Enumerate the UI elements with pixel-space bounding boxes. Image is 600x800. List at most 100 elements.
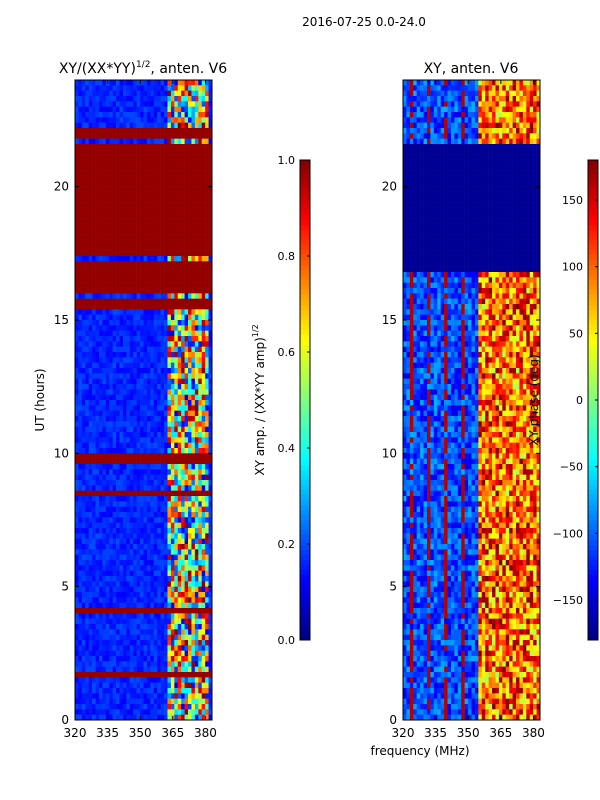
heatmap-cell	[98, 693, 103, 699]
heatmap-cell	[92, 432, 96, 438]
heatmap-cell	[170, 181, 175, 187]
heatmap-cell	[98, 378, 103, 385]
heatmap-cell	[85, 549, 89, 555]
heatmap-cell	[105, 410, 110, 417]
heatmap-cell	[119, 266, 124, 273]
heatmap-cell	[85, 186, 89, 193]
heatmap-cell	[194, 624, 199, 630]
heatmap-cell	[177, 464, 182, 470]
heatmap-cell	[88, 96, 93, 102]
heatmap-cell	[122, 437, 127, 443]
heatmap-cell	[164, 362, 168, 369]
heatmap-cell	[85, 426, 89, 433]
heatmap-cell	[194, 650, 199, 657]
heatmap-cell	[136, 229, 141, 235]
heatmap-cell	[146, 554, 151, 561]
heatmap-cell	[205, 197, 209, 203]
heatmap-cell	[102, 325, 107, 331]
heatmap-cell	[205, 298, 209, 305]
heatmap-cell	[177, 309, 182, 315]
heatmap-cell	[174, 624, 179, 630]
heatmap-cell	[112, 277, 117, 283]
heatmap-cell	[184, 618, 189, 625]
heatmap-cell	[92, 357, 96, 363]
heatmap-cell	[102, 661, 107, 667]
heatmap-cell	[205, 314, 209, 321]
heatmap-cell	[102, 485, 107, 491]
heatmap-cell	[153, 464, 158, 470]
heatmap-cell	[95, 288, 100, 294]
heatmap-cell	[188, 544, 192, 550]
heatmap-cell	[174, 144, 179, 150]
heatmap-cell	[85, 554, 89, 561]
heatmap-cell	[188, 101, 192, 107]
heatmap-cell	[143, 666, 148, 673]
heatmap-cell	[109, 554, 113, 561]
heatmap-cell	[112, 528, 117, 534]
heatmap-cell	[181, 613, 185, 619]
heatmap-cell	[201, 410, 206, 417]
heatmap-cell	[129, 144, 134, 150]
heatmap-cell	[198, 336, 203, 342]
heatmap-cell	[122, 645, 127, 651]
heatmap-cell	[181, 378, 185, 385]
heatmap-cell	[167, 698, 172, 705]
heatmap-cell	[78, 293, 83, 299]
heatmap-cell	[136, 410, 141, 417]
heatmap-cell	[181, 448, 185, 454]
heatmap-cell	[122, 112, 127, 118]
heatmap-cell	[164, 640, 168, 646]
heatmap-cell	[164, 341, 168, 347]
heatmap-cell	[208, 677, 213, 683]
heatmap-cell	[109, 565, 113, 571]
heatmap-cell	[160, 677, 165, 683]
heatmap-cell	[136, 682, 141, 689]
heatmap-cell	[122, 293, 127, 299]
heatmap-cell	[157, 250, 161, 257]
heatmap-cell	[181, 282, 185, 289]
heatmap-cell	[143, 549, 148, 555]
heatmap-cell	[177, 549, 182, 555]
heatmap-cell	[109, 293, 113, 299]
heatmap-cell	[81, 309, 86, 315]
heatmap-cell	[184, 634, 189, 641]
heatmap-cell	[181, 266, 185, 273]
heatmap-cell	[170, 538, 175, 545]
heatmap-cell	[92, 277, 96, 283]
heatmap-cell	[95, 181, 100, 187]
heatmap-cell	[198, 416, 203, 422]
heatmap-cell	[112, 122, 117, 129]
heatmap-cell	[109, 309, 113, 315]
heatmap-cell	[181, 336, 185, 342]
heatmap-cell	[181, 330, 185, 337]
heatmap-cell	[122, 629, 127, 635]
heatmap-cell	[201, 234, 206, 241]
heatmap-cell	[167, 640, 172, 646]
heatmap-cell	[160, 218, 165, 225]
heatmap-cell	[81, 186, 86, 193]
heatmap-cell	[92, 138, 96, 145]
heatmap-cell	[133, 389, 137, 395]
heatmap-cell	[98, 501, 103, 507]
heatmap-cell	[122, 714, 127, 721]
heatmap-cell	[119, 229, 124, 235]
heatmap-cell	[160, 250, 165, 257]
heatmap-cell	[188, 570, 192, 577]
heatmap-cell	[129, 586, 134, 593]
heatmap-cell	[122, 618, 127, 625]
heatmap-cell	[191, 229, 196, 235]
heatmap-cell	[102, 672, 107, 678]
heatmap-cell	[85, 704, 89, 710]
heatmap-cell	[188, 666, 192, 673]
heatmap-cell	[81, 608, 86, 614]
heatmap-cell	[133, 112, 137, 118]
heatmap-cell	[153, 96, 158, 102]
heatmap-cell	[122, 442, 127, 449]
heatmap-cell	[201, 256, 206, 262]
heatmap-cell	[102, 170, 107, 177]
heatmap-cell	[116, 288, 120, 294]
heatmap-cell	[126, 288, 131, 294]
heatmap-cell	[143, 250, 148, 257]
heatmap-cell	[208, 432, 213, 438]
heatmap-cell	[194, 410, 199, 417]
